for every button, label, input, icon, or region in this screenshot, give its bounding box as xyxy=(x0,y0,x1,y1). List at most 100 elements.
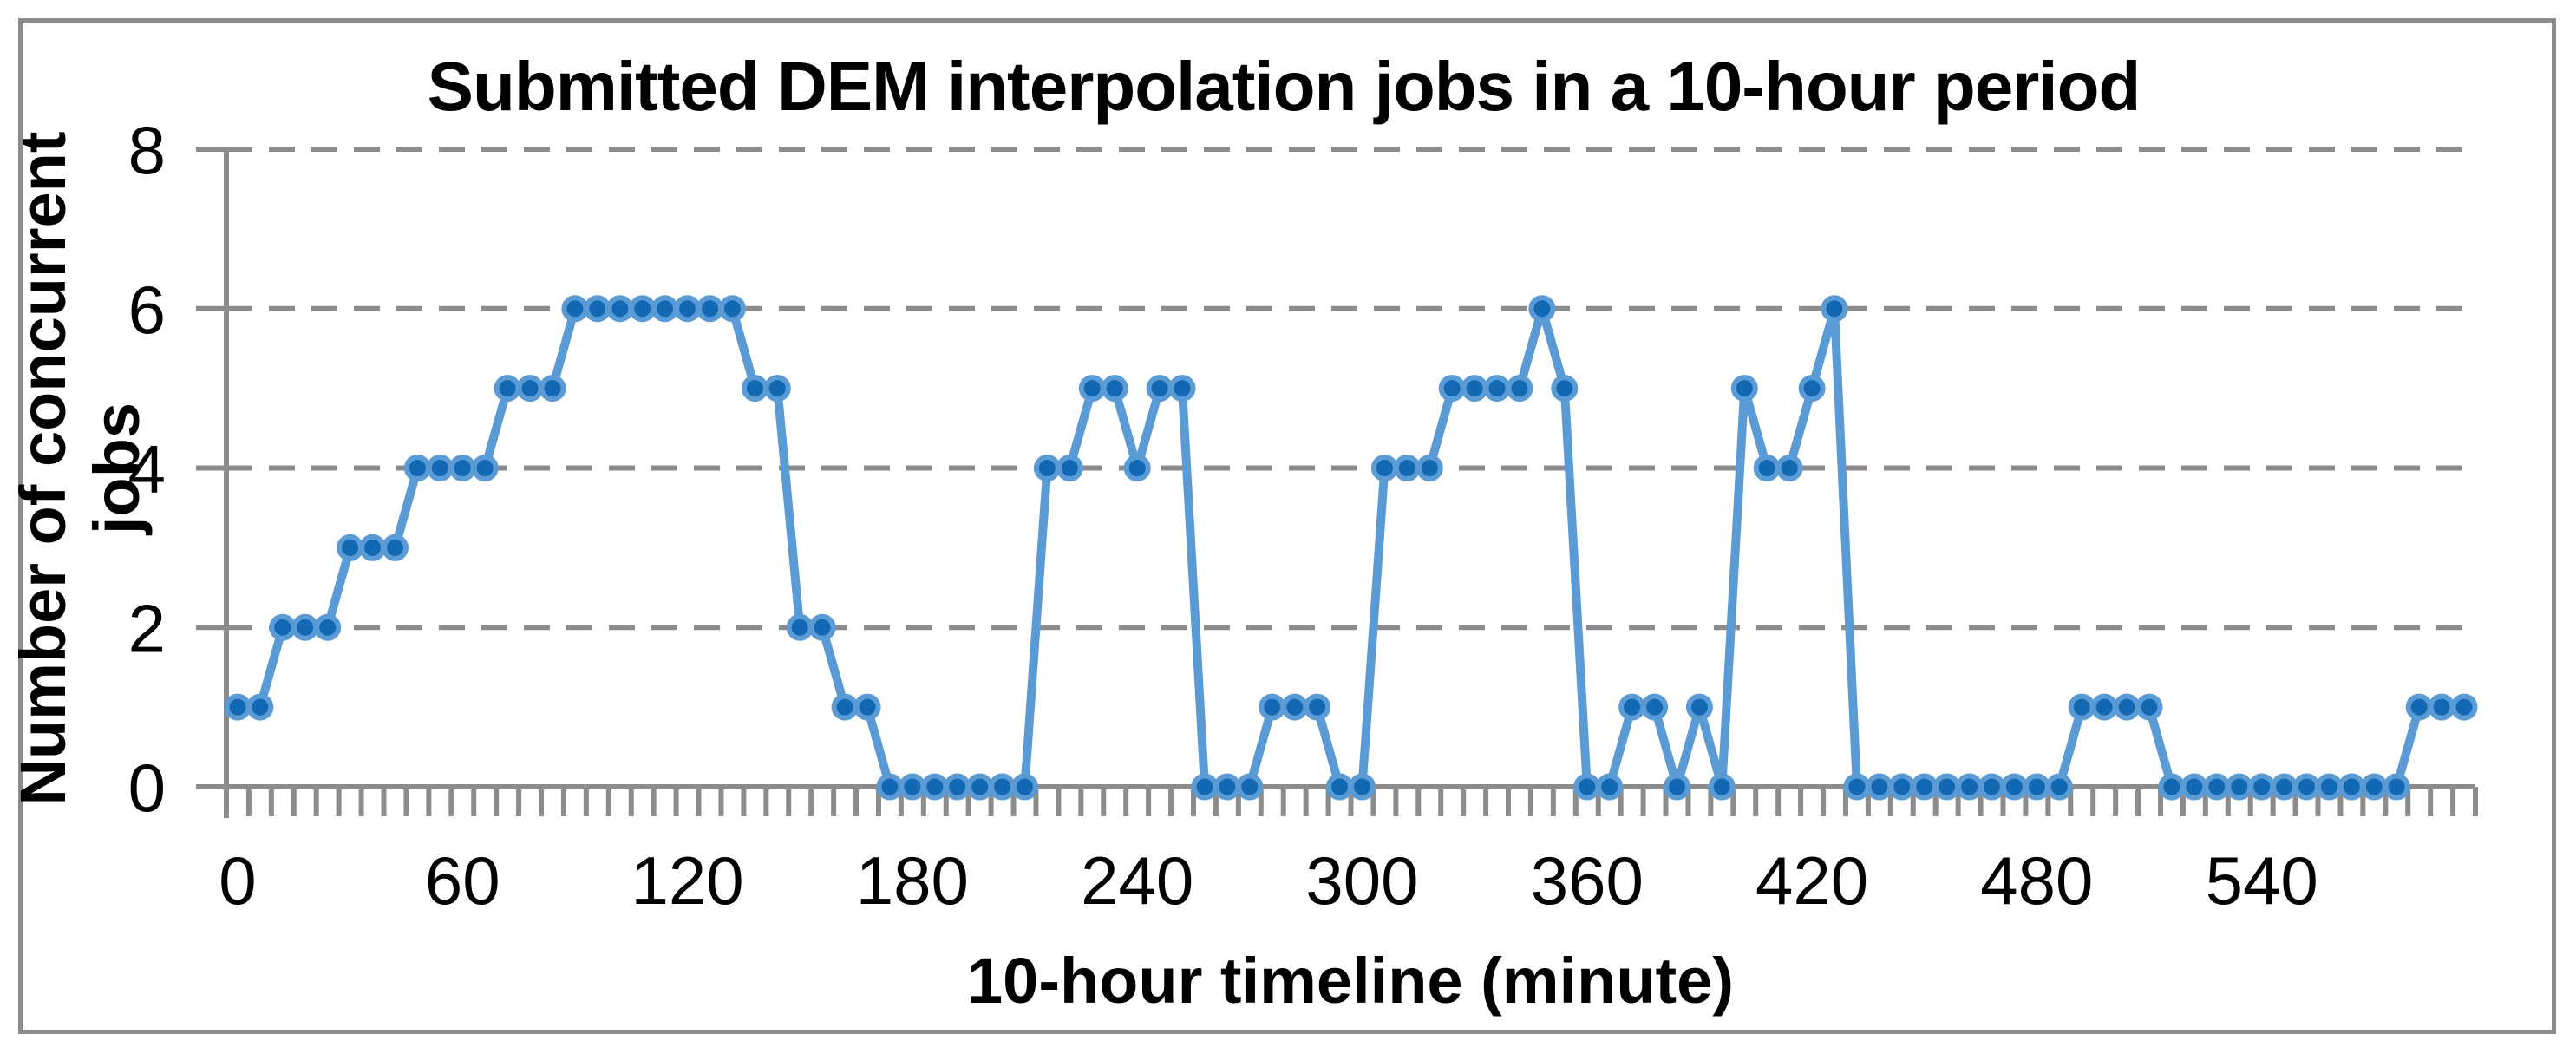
data-point-marker xyxy=(516,375,544,403)
data-point-marker xyxy=(1191,773,1219,801)
data-point-marker xyxy=(471,455,499,481)
data-point-marker xyxy=(2271,773,2298,801)
data-point-marker xyxy=(1843,773,1871,801)
data-point-marker xyxy=(1326,773,1353,801)
y-tick-label: 2 xyxy=(128,590,166,666)
data-point-marker xyxy=(494,375,521,403)
data-point-marker xyxy=(1551,375,1579,403)
data-point-marker xyxy=(2068,693,2095,721)
data-point-marker xyxy=(2450,693,2478,721)
data-point-marker xyxy=(651,295,679,323)
x-tick-label: 420 xyxy=(1755,842,1868,919)
data-point-marker xyxy=(1056,455,1083,481)
data-point-marker xyxy=(2226,773,2253,801)
data-point-marker xyxy=(1415,455,1443,481)
data-point-marker xyxy=(1685,693,1713,721)
data-point-marker xyxy=(674,295,702,323)
data-point-marker xyxy=(359,534,386,561)
y-axis-title: Number of concurrent jobs xyxy=(7,131,153,806)
data-point-marker xyxy=(853,693,881,721)
data-point-marker xyxy=(1168,375,1196,403)
data-point-marker xyxy=(1236,773,1264,801)
x-tick-label: 0 xyxy=(219,842,256,919)
data-point-marker xyxy=(337,534,364,561)
data-point-marker xyxy=(2158,773,2186,801)
data-point-marker xyxy=(2248,773,2276,801)
data-point-marker xyxy=(1393,455,1421,481)
data-point-marker xyxy=(2180,773,2208,801)
data-point-marker xyxy=(403,455,431,481)
data-point-marker xyxy=(1911,773,1939,801)
data-point-marker xyxy=(1888,773,1916,801)
data-point-marker xyxy=(1259,693,1286,721)
data-point-marker xyxy=(2405,693,2433,721)
data-point-marker xyxy=(1506,375,1533,403)
data-markers xyxy=(224,295,2478,801)
data-point-marker xyxy=(1078,375,1106,403)
data-point-marker xyxy=(1821,295,1848,323)
data-point-marker xyxy=(1775,455,1803,481)
x-tick-label: 120 xyxy=(631,842,743,919)
data-point-marker xyxy=(314,613,342,641)
data-point-marker xyxy=(1213,773,1241,801)
data-point-marker xyxy=(561,295,589,323)
data-point-marker xyxy=(1866,773,1893,801)
data-point-marker xyxy=(1956,773,1984,801)
data-point-marker xyxy=(1101,375,1128,403)
data-point-marker xyxy=(808,613,836,641)
data-point-marker xyxy=(1528,295,1556,323)
x-tick-label: 240 xyxy=(1081,842,1193,919)
data-point-marker xyxy=(1146,375,1174,403)
data-point-marker xyxy=(584,295,611,323)
x-tick-label: 540 xyxy=(2206,842,2318,919)
gridlines xyxy=(226,147,2475,631)
data-point-marker xyxy=(966,773,994,801)
data-point-marker xyxy=(1978,773,2005,801)
y-tick-label: 8 xyxy=(128,112,166,188)
x-axis-title: 10-hour timeline (minute) xyxy=(967,945,1734,1017)
data-point-marker xyxy=(2360,773,2388,801)
data-point-marker xyxy=(291,613,319,641)
data-point-marker xyxy=(1123,455,1151,481)
data-point-marker xyxy=(269,613,297,641)
y-tick-label: 0 xyxy=(128,750,166,826)
data-point-marker xyxy=(831,693,859,721)
data-point-marker xyxy=(2293,773,2320,801)
data-point-marker xyxy=(426,455,454,481)
data-point-marker xyxy=(1730,375,1758,403)
data-point-marker xyxy=(2045,773,2073,801)
data-point-marker xyxy=(718,295,746,323)
data-point-marker xyxy=(944,773,971,801)
data-point-marker xyxy=(2383,773,2410,801)
figure-border xyxy=(18,18,2556,1034)
y-tick-label: 6 xyxy=(128,272,166,348)
data-point-marker xyxy=(1349,773,1376,801)
data-point-marker xyxy=(696,295,723,323)
data-point-marker xyxy=(876,773,904,801)
data-point-marker xyxy=(246,693,274,721)
data-point-marker xyxy=(899,773,926,801)
data-point-marker xyxy=(2337,773,2365,801)
data-point-marker xyxy=(1641,693,1669,721)
data-point-marker xyxy=(2316,773,2343,801)
data-point-marker xyxy=(741,375,768,403)
data-point-marker xyxy=(1933,773,1961,801)
x-tick-label: 60 xyxy=(425,842,500,919)
data-point-marker xyxy=(2113,693,2141,721)
x-tick-label: 180 xyxy=(856,842,969,919)
data-point-marker xyxy=(1011,773,1038,801)
data-point-marker xyxy=(1753,455,1781,481)
data-point-marker xyxy=(1596,773,1624,801)
x-tick-label: 300 xyxy=(1305,842,1418,919)
chart-title: Submitted DEM interpolation jobs in a 10… xyxy=(427,48,2141,125)
data-point-marker xyxy=(2135,693,2163,721)
data-point-marker xyxy=(2203,773,2231,801)
data-point-marker xyxy=(448,455,476,481)
data-point-marker xyxy=(2023,773,2050,801)
data-point-marker xyxy=(1798,375,1826,403)
data-point-marker xyxy=(629,295,657,323)
data-point-marker xyxy=(2000,773,2028,801)
y-tick-label: 4 xyxy=(128,431,166,507)
data-point-marker xyxy=(1033,455,1061,481)
